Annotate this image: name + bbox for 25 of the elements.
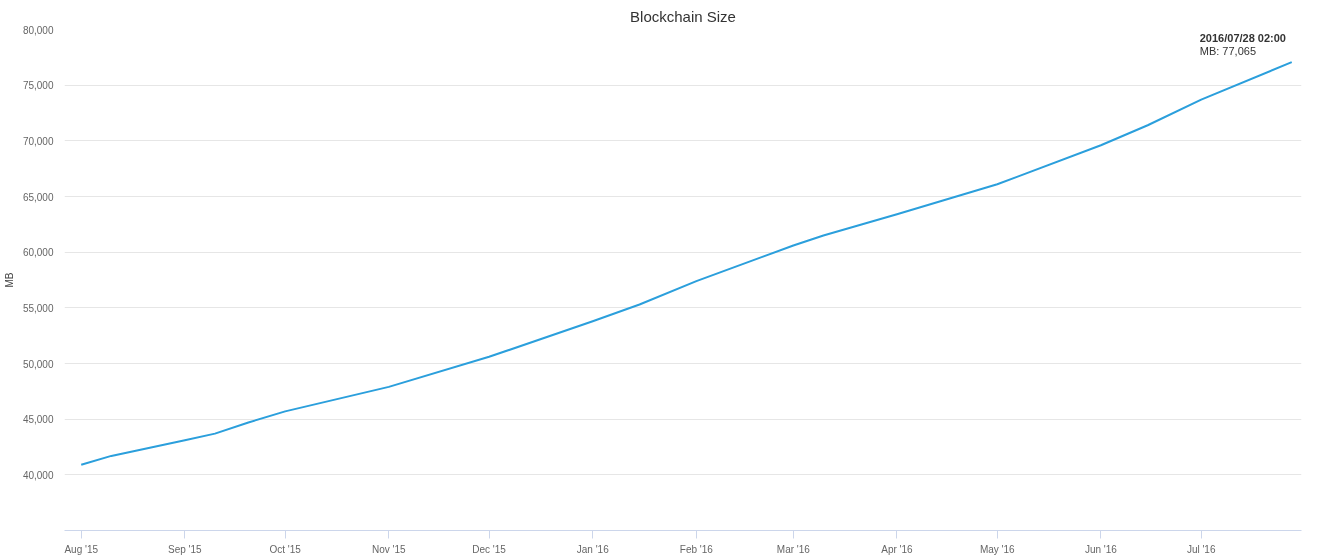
- y-tick-label: 70,000: [22, 135, 54, 147]
- y-tick-label: 50,000: [22, 358, 54, 370]
- x-tick-label: Nov '15: [372, 543, 407, 555]
- y-tick-label: 65,000: [22, 191, 54, 203]
- x-tick-label: Aug '15: [64, 543, 99, 555]
- x-tick-label: Oct '15: [269, 543, 302, 555]
- x-tick-label: Jan '16: [576, 543, 610, 555]
- x-tick-label: Apr '16: [881, 543, 914, 555]
- x-tick-label: Jun '16: [1084, 543, 1118, 555]
- y-tick-label: 40,000: [22, 469, 54, 481]
- line-series: [80, 61, 1293, 466]
- y-tick-label: 45,000: [22, 414, 54, 426]
- y-tick-label: 60,000: [22, 247, 54, 259]
- x-tick-label: Dec '15: [472, 543, 507, 555]
- x-tick-label: Feb '16: [679, 543, 714, 555]
- y-tick-label: 75,000: [22, 80, 54, 92]
- x-tick-label: Jul '16: [1186, 543, 1216, 555]
- chart-title: Blockchain Size: [630, 7, 736, 25]
- x-tick-label: Mar '16: [776, 543, 811, 555]
- y-axis-title: MB: [3, 272, 15, 288]
- annotation: 2016/07/28 02:00 MB: 77,065: [1199, 32, 1286, 58]
- x-tick-label: May '16: [979, 543, 1016, 555]
- x-tick-label: Sep '15: [168, 543, 203, 555]
- y-tick-label: 55,000: [22, 302, 54, 314]
- y-tick-label: 80,000: [22, 24, 54, 36]
